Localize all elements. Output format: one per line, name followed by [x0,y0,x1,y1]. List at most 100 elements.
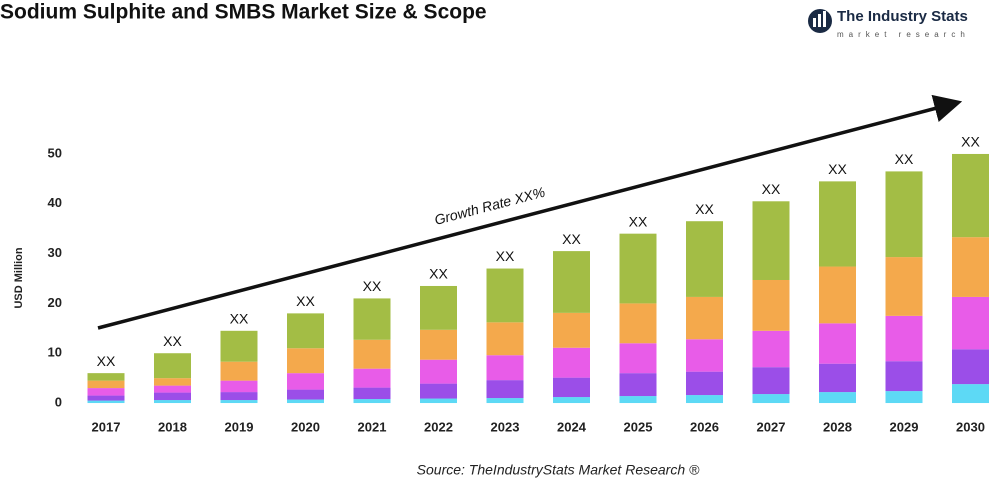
bar-segment [553,312,590,348]
bar-segment [952,237,989,297]
logo-title: The Industry Stats [837,8,968,25]
bar-segment [420,329,457,360]
bar-segment [885,171,923,258]
bar-segment [287,348,324,374]
x-tick-label: 2022 [424,419,453,434]
bar-segment [619,396,657,404]
x-tick-label: 2025 [624,419,653,434]
y-tick-label: 50 [48,145,62,160]
bar-total-label: XX [496,248,515,264]
bar-segment [420,359,457,384]
bar-segment [885,391,923,404]
bar-segment [87,373,125,381]
bar-segment [154,392,191,401]
x-tick-label: 2020 [291,419,320,434]
bar-segment [287,389,324,400]
bar-segment [353,387,391,400]
growth-annotation: Growth Rate XX% [433,184,547,228]
bar-total-label: XX [762,181,781,197]
bar-segment [553,397,590,404]
bar-segment [353,368,391,388]
bar-segment [952,349,989,385]
bar-total-label: XX [695,201,714,217]
bar-segment [486,355,524,381]
y-tick-label: 40 [48,195,62,210]
logo-subtitle: market research [837,30,970,39]
bar-segment [819,181,856,267]
bar-segment [885,315,923,362]
bar-segment [220,392,258,401]
bar-segment [220,380,258,393]
x-tick-label: 2028 [823,419,852,434]
bar-segment [619,373,657,397]
bar-segment [619,343,657,374]
bar-segment [819,363,856,393]
logo-icon-bar [813,18,816,27]
bar-total-label: XX [828,161,847,177]
bar-segment [220,400,258,404]
bar-segment [353,399,391,404]
bar-segment [686,339,723,372]
bar-total-label: XX [296,293,315,309]
x-tick-label: 2026 [690,419,719,434]
y-tick-label: 0 [55,394,62,409]
bar-total-label: XX [429,266,448,282]
bar-segment [752,201,790,280]
bar-segment [819,323,856,364]
bar-segment [486,268,524,323]
bar-segment [154,378,191,386]
bar-segment [553,347,590,378]
bar-segment [952,384,989,404]
logo: The Industry Stats market research [808,8,970,39]
bar-segment [686,371,723,396]
bar-total-label: XX [629,213,648,229]
chart-title: Sodium Sulphite and SMBS Market Size & S… [0,1,487,24]
bar-segment [287,313,324,349]
bar-segment [752,394,790,404]
bar-segment [87,395,125,401]
y-tick-label: 10 [48,345,62,360]
bar-segment [885,361,923,392]
bar-total-label: XX [230,311,249,327]
source: Source: TheIndustryStats Market Research… [417,462,700,478]
bar-segment [220,330,258,362]
y-axis-label: USD Million [13,247,25,308]
bar-segment [287,399,324,404]
bar-segment [87,380,125,389]
bar-segment [87,400,125,404]
x-tick-label: 2019 [225,419,254,434]
x-tick-label: 2027 [757,419,786,434]
bar-segment [686,296,723,340]
bar-segment [819,266,856,324]
bar-segment [686,395,723,404]
bar-total-label: XX [163,333,182,349]
growth-arrow [97,94,963,330]
y-tick-label: 20 [48,295,62,310]
x-tick-label: 2017 [92,419,121,434]
bar-segment [952,296,989,350]
bar-segment [220,361,258,381]
bar-total-label: XX [895,151,914,167]
bar-segment [885,257,923,316]
x-tick-label: 2029 [890,419,919,434]
bar-segment [87,388,125,396]
x-tick-label: 2018 [158,419,187,434]
y-tick-label: 30 [48,245,62,260]
bar-segment [353,339,391,369]
bar-segment [486,380,524,399]
bar-segment [553,377,590,398]
bar-segment [420,398,457,404]
logo-icon-bar [823,11,826,27]
bar-segment [952,153,989,238]
bar-segment [752,330,790,368]
bar-segment [553,251,590,313]
bar-segment [752,367,790,395]
bar-total-label: XX [97,353,116,369]
bar-segment [486,322,524,356]
bar-segment [420,383,457,399]
bar-segment [619,303,657,344]
bar-segment [154,400,191,404]
bar-segment [752,279,790,331]
